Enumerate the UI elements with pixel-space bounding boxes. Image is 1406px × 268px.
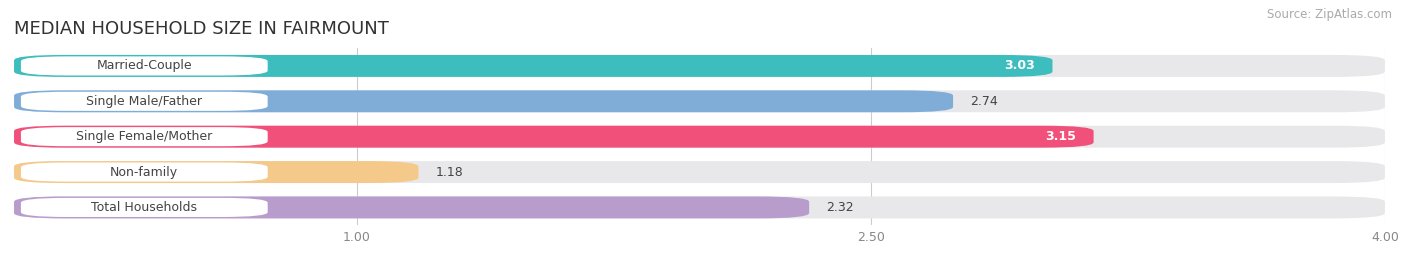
FancyBboxPatch shape [14,196,1385,218]
Text: Single Female/Mother: Single Female/Mother [76,130,212,143]
Text: 1.18: 1.18 [436,166,464,178]
Text: Source: ZipAtlas.com: Source: ZipAtlas.com [1267,8,1392,21]
Text: MEDIAN HOUSEHOLD SIZE IN FAIRMOUNT: MEDIAN HOUSEHOLD SIZE IN FAIRMOUNT [14,20,389,38]
FancyBboxPatch shape [21,162,267,182]
FancyBboxPatch shape [14,55,1053,77]
Text: 3.03: 3.03 [1005,59,1035,72]
FancyBboxPatch shape [14,161,1385,183]
FancyBboxPatch shape [21,92,267,111]
Text: 3.15: 3.15 [1046,130,1077,143]
FancyBboxPatch shape [21,56,267,76]
FancyBboxPatch shape [14,161,419,183]
FancyBboxPatch shape [14,126,1094,148]
Text: 2.32: 2.32 [827,201,853,214]
FancyBboxPatch shape [14,126,1385,148]
Text: Single Male/Father: Single Male/Father [86,95,202,108]
Text: 2.74: 2.74 [970,95,998,108]
Text: Total Households: Total Households [91,201,197,214]
Text: Non-family: Non-family [110,166,179,178]
Text: Married-Couple: Married-Couple [97,59,193,72]
FancyBboxPatch shape [21,127,267,146]
FancyBboxPatch shape [14,196,810,218]
FancyBboxPatch shape [21,198,267,217]
FancyBboxPatch shape [14,90,953,112]
FancyBboxPatch shape [14,90,1385,112]
FancyBboxPatch shape [14,55,1385,77]
